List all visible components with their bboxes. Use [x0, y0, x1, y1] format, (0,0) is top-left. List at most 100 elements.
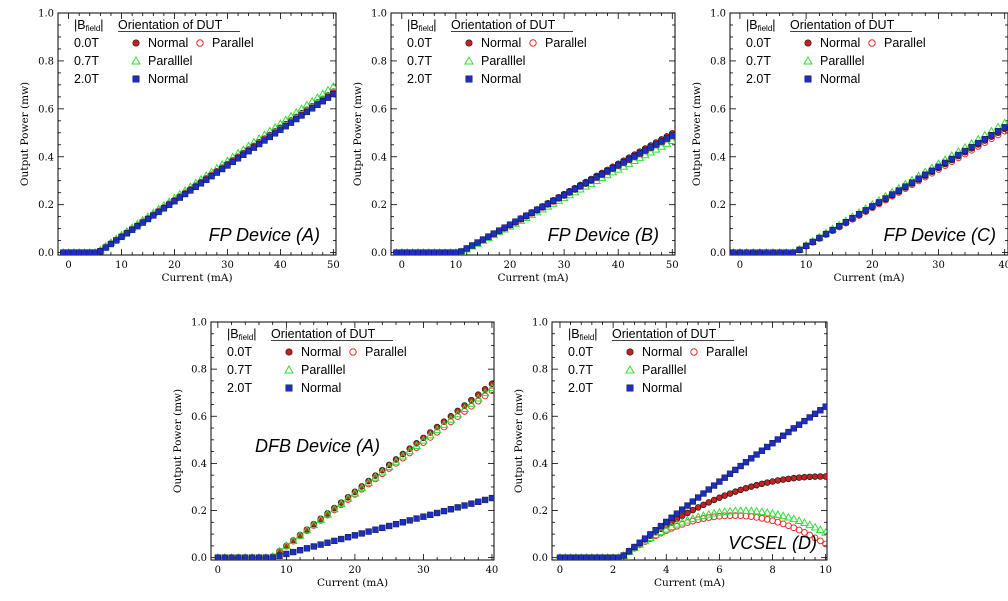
x-tick-label: 6: [716, 565, 722, 576]
data-point: [795, 526, 803, 534]
y-tick-label: 0.4: [191, 459, 207, 470]
data-point: [732, 466, 739, 474]
y-tick-label: 0.6: [38, 104, 54, 115]
data-point: [968, 143, 975, 151]
device-label: FP Device (C): [884, 225, 996, 245]
data-point: [261, 137, 268, 144]
x-tick-label: 20: [866, 260, 879, 271]
legend-field: 0.7T: [407, 54, 432, 68]
plot-frame: [390, 12, 676, 256]
data-point: [764, 443, 771, 451]
y-tick-label: 0.4: [532, 459, 548, 470]
y-tick-label: 1.0: [710, 9, 726, 20]
x-tick-label: 30: [558, 260, 571, 271]
data-point: [663, 518, 670, 526]
data-point: [790, 425, 797, 432]
data-point: [460, 404, 470, 413]
data-point: [816, 234, 823, 242]
x-tick-label: 40: [274, 260, 287, 271]
data-point: [91, 249, 99, 255]
y-tick-label: 0.4: [371, 152, 387, 163]
data-point: [689, 506, 697, 514]
data-point: [975, 139, 982, 147]
data-point: [710, 496, 718, 504]
data-point: [344, 534, 352, 541]
data-point: [328, 81, 336, 90]
data-point: [641, 535, 649, 542]
data-point: [295, 530, 305, 539]
data-point: [398, 249, 405, 255]
data-point: [351, 532, 359, 539]
legend: |Bfield| Orientation of DUT 0.0T Normal Para…: [227, 327, 407, 395]
data-point: [293, 115, 300, 123]
x-tick-label: 40: [612, 260, 625, 271]
y-tick-label: 1.0: [532, 318, 548, 329]
data-point: [821, 527, 827, 536]
data-point: [1001, 124, 1008, 131]
legend-orientation: Normal: [820, 72, 860, 86]
data-point: [420, 513, 427, 520]
legend-marker: [285, 348, 293, 356]
data-point: [620, 552, 627, 559]
data-point: [669, 132, 675, 139]
data-point: [269, 554, 276, 560]
legend-field: 2.0T: [746, 72, 771, 86]
data-point: [604, 554, 611, 560]
data-point: [756, 249, 763, 255]
data-point: [794, 516, 804, 524]
data-point: [485, 233, 492, 240]
data-point: [461, 502, 468, 509]
data-point: [652, 141, 660, 148]
data-point: [698, 510, 708, 519]
data-point: [714, 507, 724, 516]
legend-marker: [132, 75, 140, 83]
y-tick-label: 0.0: [532, 553, 548, 564]
data-point: [684, 502, 691, 509]
data-point: [468, 500, 475, 507]
data-point: [318, 89, 328, 98]
legend-marker: [465, 75, 473, 83]
legend-orientation: Normal: [481, 72, 521, 86]
device-label: VCSEL (D): [728, 533, 817, 553]
data-point: [594, 554, 601, 560]
y-tick-label: 0.8: [710, 56, 726, 67]
data-point: [688, 513, 698, 522]
data-point: [528, 209, 535, 216]
data-point: [281, 541, 291, 550]
data-point: [433, 509, 441, 517]
data-point: [716, 494, 723, 501]
data-point: [796, 246, 803, 253]
data-point: [277, 126, 284, 133]
data-point: [436, 249, 443, 255]
data-point: [598, 171, 606, 178]
legend-orientation: Parallel: [884, 36, 926, 50]
data-point: [452, 249, 460, 255]
device-label: FP Device (B): [548, 225, 659, 245]
y-tick-label: 0.8: [371, 56, 387, 67]
data-point: [700, 490, 707, 497]
data-point: [350, 488, 360, 497]
data-point: [384, 462, 394, 471]
data-point: [475, 498, 482, 505]
data-point: [463, 245, 470, 252]
data-point: [296, 547, 304, 554]
data-point: [324, 539, 331, 546]
x-axis-label: Current (mA): [161, 272, 232, 284]
data-point: [474, 239, 481, 246]
legend-field: 0.7T: [568, 363, 593, 377]
data-point: [571, 185, 579, 193]
data-point: [822, 403, 827, 410]
data-point: [625, 156, 633, 163]
data-point: [721, 492, 728, 499]
data-point: [418, 435, 428, 444]
data-point: [615, 162, 622, 169]
data-point: [113, 237, 120, 244]
data-point: [721, 474, 728, 481]
data-point: [683, 515, 692, 524]
data-point: [323, 509, 332, 518]
data-point: [556, 554, 564, 560]
data-point: [988, 132, 995, 139]
data-point: [501, 224, 508, 231]
data-point: [297, 104, 307, 113]
legend-marker: [868, 39, 876, 47]
